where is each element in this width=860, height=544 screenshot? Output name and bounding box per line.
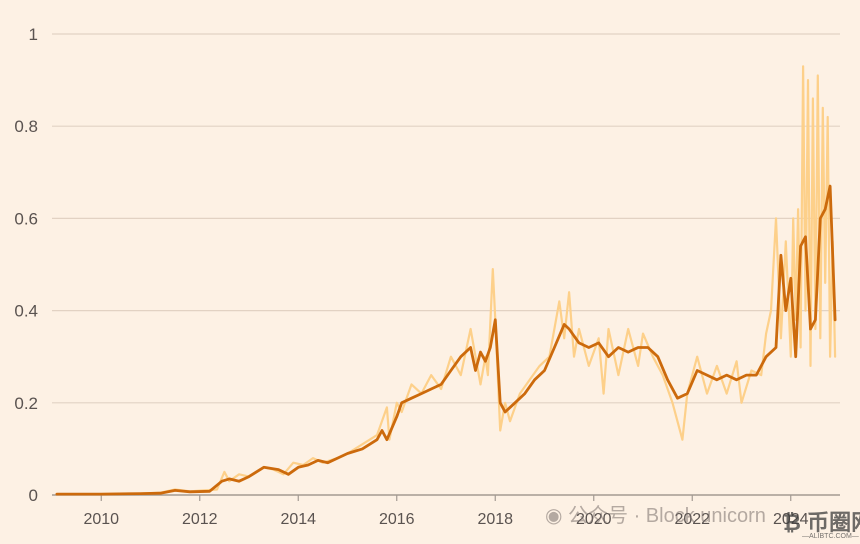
x-tick-label: 2016 (379, 511, 415, 528)
x-tick-label: 2022 (674, 511, 710, 528)
watermark-logo-sub: —ALIBTC.COM— (802, 533, 859, 540)
y-tick-label: 0.8 (14, 117, 38, 136)
x-tick-label: 2012 (182, 511, 218, 528)
series-group (55, 65, 837, 496)
x-axis-ticks: 2010 2012 2014 2016 2018 2020 2022 2024 (83, 495, 809, 528)
x-tick-label: 2024 (773, 511, 809, 528)
x-tick-label: 2010 (83, 511, 119, 528)
y-tick-label: 1 (29, 25, 38, 44)
watermark-logo: ₿ 币圈网 (783, 505, 860, 537)
watermark-text: ◉ 公众号 · Block unicorn (545, 499, 766, 528)
series-line-average (55, 184, 837, 496)
gridlines (52, 33, 840, 496)
bitcoin-logo-icon: ₿ (783, 510, 801, 535)
y-tick-label: 0.2 (14, 394, 38, 413)
y-axis-ticks: 0 0.2 0.4 0.6 0.8 1 (14, 25, 38, 505)
y-tick-label: 0 (29, 486, 38, 505)
watermark-logo-label: 币圈网 (807, 510, 860, 535)
x-tick-label: 2018 (477, 511, 513, 528)
watermark-label: 公众号 · Block unicorn (568, 505, 766, 527)
x-tick-label: 2014 (280, 511, 316, 528)
series-line-daily (55, 65, 837, 496)
y-tick-label: 0.6 (14, 209, 38, 228)
wechat-icon: ◉ (545, 505, 563, 527)
y-tick-label: 0.4 (14, 302, 38, 321)
x-tick-label: 2020 (576, 511, 612, 528)
